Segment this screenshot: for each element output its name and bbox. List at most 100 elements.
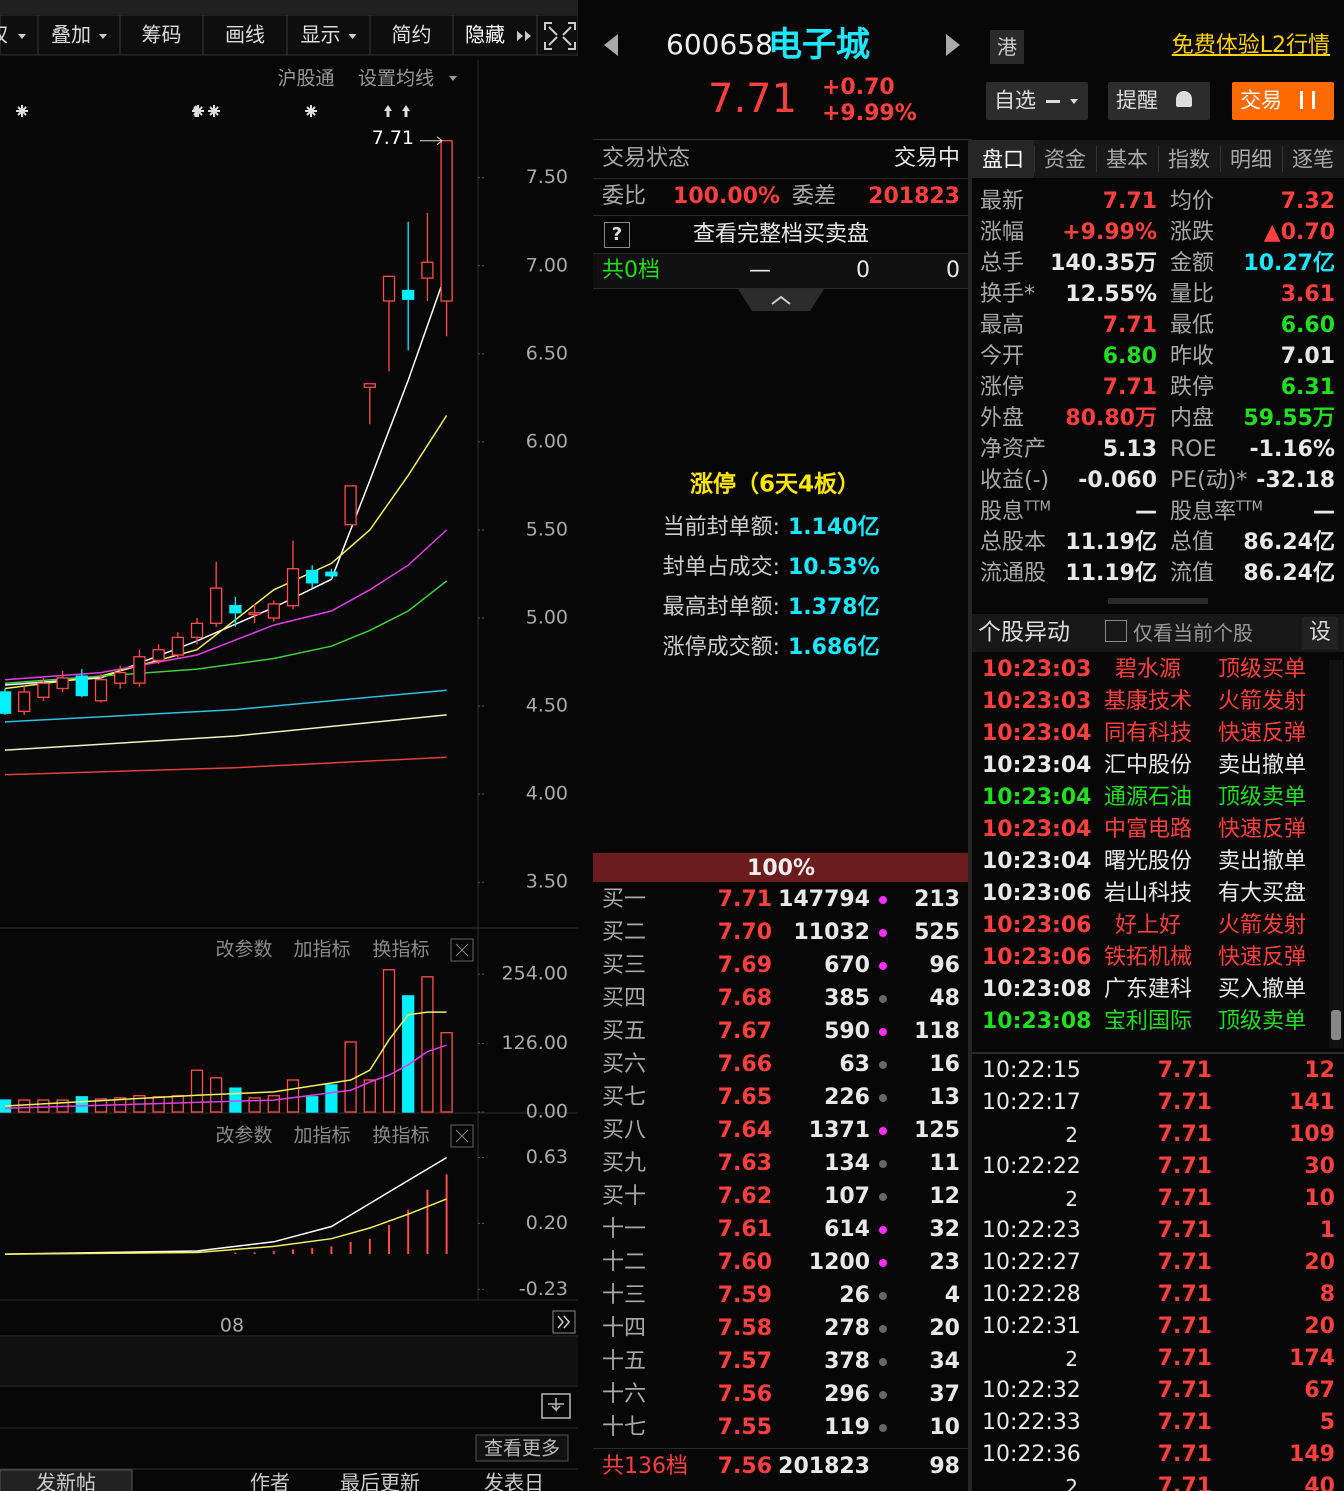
help-box[interactable]: [604, 222, 630, 248]
forum-tab[interactable]: 最后更新: [340, 1471, 420, 1491]
row-sep: [593, 1448, 968, 1449]
volume-bar: [440, 1032, 453, 1113]
close-box[interactable]: [450, 1124, 474, 1148]
tick-volume: 109: [1289, 1122, 1335, 1147]
alert-stock[interactable]: 好上好: [1114, 913, 1182, 938]
bid-volume: 378: [824, 1349, 870, 1374]
alert-stock[interactable]: 铁拓机械: [1103, 945, 1193, 970]
prev-stock[interactable]: [604, 34, 618, 56]
candle-body: [306, 569, 319, 584]
scroll-thumb[interactable]: [1331, 1010, 1341, 1040]
field-label: 流值: [1170, 561, 1215, 586]
field-label: 涨跌: [1170, 220, 1215, 245]
field-value: —: [1313, 499, 1335, 524]
l2-link[interactable]: 免费体验L2行情: [1171, 33, 1330, 58]
alert-event: 快速反弹: [1218, 945, 1307, 970]
full-book-link[interactable]: 查看完整档买卖盘: [692, 222, 870, 247]
tick-time: 10:22:32: [982, 1378, 1081, 1403]
toolbar-button[interactable]: 筹码: [142, 23, 182, 47]
alert-time: 10:23:08: [982, 1009, 1092, 1034]
forum-tab[interactable]: 作者: [250, 1471, 290, 1491]
settings-box[interactable]: [1302, 617, 1338, 649]
alert-stock[interactable]: 汇中股份: [1103, 753, 1193, 778]
volume-bar: [402, 995, 415, 1113]
price: 7.71: [708, 76, 798, 122]
candle-body: [190, 622, 204, 639]
candle-body: [325, 571, 338, 577]
candle-body: [75, 675, 88, 697]
panel-control[interactable]: 换指标: [372, 1125, 429, 1147]
forum-tab[interactable]: 发新帖: [36, 1471, 96, 1491]
field-value: 6.31: [1280, 375, 1335, 400]
panel-control[interactable]: 加指标: [293, 939, 350, 961]
candle-body: [114, 671, 127, 684]
tick-volume: 5: [1319, 1410, 1335, 1435]
alert-stock[interactable]: 同有科技: [1103, 721, 1193, 746]
fullscreen-icon[interactable]: [544, 22, 576, 50]
hk-box[interactable]: [990, 30, 1024, 64]
row-sep: [593, 178, 968, 179]
next-stock[interactable]: [946, 34, 960, 56]
toolbar-button[interactable]: 隐藏: [465, 23, 505, 47]
forum-tab[interactable]: 发表日: [484, 1471, 544, 1491]
tick-time: 10:22:22: [982, 1154, 1081, 1179]
bid-count: 34: [929, 1349, 960, 1374]
forum-area: [0, 1337, 578, 1385]
field-value: 7.71: [1102, 189, 1157, 214]
volume-bar: [18, 1099, 31, 1113]
collapse-tab[interactable]: [738, 289, 824, 313]
panel-control[interactable]: 加指标: [293, 1125, 350, 1147]
panel-control[interactable]: 改参数: [215, 1125, 272, 1147]
more-button[interactable]: [475, 1434, 569, 1462]
toolbar-button[interactable]: 简约: [392, 23, 432, 47]
toolbar-button[interactable]: 显示: [301, 23, 341, 47]
limit-title: 涨停（6天4板）: [689, 471, 861, 498]
alert-stock[interactable]: 中富电路: [1103, 817, 1193, 842]
alert-stock[interactable]: 广东建科: [1103, 977, 1193, 1002]
alert-time: 10:23:04: [982, 721, 1092, 746]
checkbox[interactable]: [1105, 620, 1127, 642]
toolbar-button[interactable]: 画线: [225, 23, 265, 47]
chevron: [771, 295, 791, 305]
link[interactable]: 设置均线: [358, 68, 434, 90]
panel-control[interactable]: 换指标: [372, 939, 429, 961]
toolbar-button[interactable]: 叠加: [51, 23, 91, 47]
splitter: [968, 139, 972, 1491]
link[interactable]: 沪股通: [277, 68, 334, 90]
quote-tab[interactable]: 基本: [1106, 147, 1148, 172]
alert-stock[interactable]: 曙光股份: [1103, 849, 1193, 874]
quote-tab[interactable]: 盘口: [982, 147, 1024, 172]
bid-volume: 385: [824, 986, 870, 1011]
field-label: ROE: [1170, 437, 1217, 462]
field-value: 6.80: [1102, 344, 1157, 369]
quote-tab[interactable]: 资金: [1044, 147, 1086, 172]
panel-control[interactable]: 改参数: [215, 939, 272, 961]
button[interactable]: [1232, 82, 1334, 120]
alert-stock[interactable]: 宝利国际: [1103, 1009, 1193, 1034]
value: 1.686亿: [788, 635, 880, 660]
field-label: 最高: [980, 313, 1025, 338]
save-icon[interactable]: [541, 1393, 571, 1419]
button[interactable]: [1108, 82, 1210, 120]
alert-stock[interactable]: 岩山科技: [1103, 881, 1193, 906]
alert-event: 快速反弹: [1218, 817, 1307, 842]
row-sep: [593, 288, 968, 289]
tick-volume: 30: [1304, 1154, 1335, 1179]
close-box[interactable]: [450, 938, 474, 962]
alert-stock[interactable]: 基康技术: [1103, 689, 1193, 714]
tick-price: 7.71: [1157, 1410, 1212, 1435]
quote-tab[interactable]: 逐笔: [1292, 147, 1334, 172]
alert-time: 10:23:04: [982, 753, 1092, 778]
candle-body: [440, 140, 453, 302]
value: 201823: [778, 1454, 870, 1479]
value: 7.56: [717, 1454, 772, 1479]
quote-tab[interactable]: 指数: [1168, 147, 1210, 172]
tab-active[interactable]: [972, 140, 1034, 178]
alert-stock[interactable]: 通源石油: [1103, 785, 1193, 810]
toolbar-button[interactable]: 权: [0, 23, 8, 47]
volume-bar: [229, 1087, 242, 1113]
alert-stock[interactable]: 碧水源: [1114, 657, 1182, 682]
quote-tab[interactable]: 明细: [1230, 147, 1272, 172]
bid-volume: 11032: [793, 920, 870, 945]
expand-box[interactable]: [552, 1310, 576, 1334]
